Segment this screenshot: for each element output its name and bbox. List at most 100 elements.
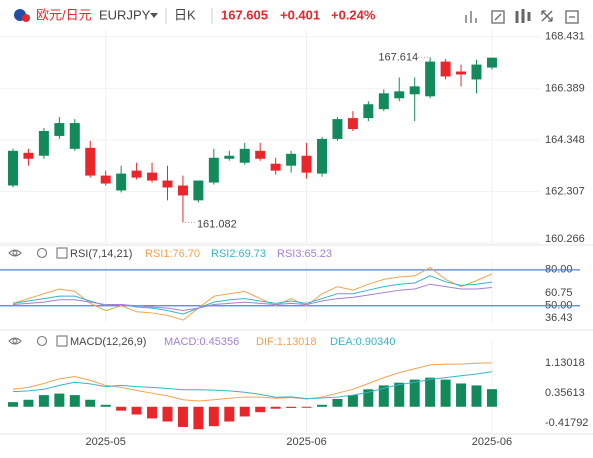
candle-body	[301, 155, 312, 173]
y-tick-label: 36.43	[545, 312, 573, 324]
fullscreen-button[interactable]	[541, 10, 553, 22]
candle-body	[409, 86, 420, 95]
macd-title: MACD(12,26,9)	[70, 336, 146, 348]
y-tick-label: 160.266	[545, 233, 585, 245]
period[interactable]: 日K	[174, 7, 196, 22]
legend-entry: DEA:0.90340	[330, 336, 395, 348]
histogram-bar	[8, 402, 18, 407]
price-change-pct: +0.24%	[331, 7, 376, 22]
candle-body	[38, 130, 49, 156]
min-annotation: 161.082	[197, 218, 237, 230]
legend-entry: RSI3:65.23	[277, 248, 332, 260]
histogram-bar	[193, 406, 204, 430]
candle-body	[54, 123, 65, 136]
histogram-bar	[208, 406, 219, 427]
histogram-bar	[69, 395, 80, 407]
y-tick-label: 164.348	[545, 134, 585, 146]
candle-body	[162, 180, 173, 188]
candle-body	[239, 148, 250, 163]
candle-body	[193, 180, 204, 201]
histogram-bar	[54, 393, 65, 407]
histogram-bar	[317, 404, 327, 407]
histogram-bar	[286, 406, 297, 408]
candle-body	[69, 123, 80, 149]
indicator-settings[interactable]	[36, 247, 48, 259]
rsi-line	[12, 266, 493, 321]
symbol-dropdown[interactable]	[150, 13, 158, 18]
candle-body	[131, 170, 142, 178]
candle-body	[100, 175, 111, 184]
histogram-bar	[332, 399, 343, 407]
histogram-bar	[425, 377, 436, 407]
candle-body	[486, 57, 497, 68]
legend-entry: RSI1:76.70	[145, 248, 200, 260]
candle-body	[317, 138, 327, 174]
candle-body	[286, 153, 297, 166]
visibility-toggle[interactable]	[8, 337, 22, 345]
draw-button[interactable]	[491, 10, 505, 24]
candle-body	[224, 155, 235, 159]
candle-body	[378, 93, 389, 110]
histogram-bar	[239, 406, 250, 417]
candle-body	[270, 163, 281, 171]
histogram-bar	[147, 406, 158, 419]
candle-body	[332, 119, 343, 139]
y-tick-label: 1.13018	[545, 357, 585, 369]
pair-name[interactable]: 欧元/日元	[36, 7, 92, 22]
y-tick-label: 60.75	[545, 287, 573, 299]
candle-body	[85, 147, 96, 176]
legend-entry: MACD:0.45356	[164, 336, 239, 348]
histogram-bar	[409, 379, 420, 407]
macd-line	[12, 362, 492, 402]
candle-body	[471, 64, 482, 80]
legend-entry: DIF:1.13018	[256, 336, 317, 348]
y-tick-label: 168.431	[545, 31, 585, 43]
candle-body	[363, 104, 374, 119]
histogram-bar	[347, 395, 358, 407]
x-tick-label: 2025-06	[286, 436, 326, 448]
indicator-box[interactable]	[56, 335, 68, 347]
visibility-toggle[interactable]	[8, 249, 22, 257]
indicator-button[interactable]	[465, 11, 477, 23]
candle-body	[255, 150, 266, 159]
candle-body	[208, 157, 219, 183]
candle-body	[456, 71, 467, 75]
candle-body	[394, 91, 405, 99]
rsi-line	[12, 283, 492, 312]
legend-entry: RSI2:69.73	[211, 248, 266, 260]
histogram-bar	[85, 399, 96, 407]
x-tick-label: 2025-06	[472, 436, 512, 448]
histogram-bar	[440, 379, 451, 407]
y-tick-label: 0.35613	[545, 387, 585, 399]
histogram-bar	[23, 399, 34, 407]
histogram-bar	[116, 406, 127, 411]
y-tick-label: 166.389	[545, 82, 585, 94]
y-tick-label: 162.307	[545, 185, 585, 197]
candle-body	[347, 118, 358, 129]
chart-type-button[interactable]	[515, 9, 531, 23]
rsi-title: RSI(7,14,21)	[70, 248, 132, 260]
candle-body	[147, 172, 158, 181]
settings-button[interactable]	[565, 10, 579, 24]
histogram-bar	[224, 406, 235, 422]
histogram-bar	[38, 395, 49, 407]
candle-body	[177, 185, 188, 196]
histogram-bar	[177, 406, 188, 427]
candle-body	[116, 173, 127, 191]
indicator-settings[interactable]	[36, 335, 48, 347]
y-tick-label: -0.41792	[545, 417, 588, 429]
indicator-box[interactable]	[56, 247, 68, 259]
x-tick-label: 2025-05	[86, 436, 126, 448]
max-annotation: 167.614	[378, 51, 418, 63]
histogram-bar	[486, 389, 497, 407]
histogram-bar	[131, 406, 142, 415]
histogram-bar	[270, 406, 281, 409]
histogram-bar	[394, 382, 405, 407]
price-change: +0.401	[280, 7, 320, 22]
candle-body	[23, 152, 34, 159]
symbol-logo	[14, 9, 30, 22]
histogram-bar	[162, 406, 173, 422]
histogram-bar	[471, 385, 482, 407]
histogram-bar	[378, 385, 389, 407]
symbol[interactable]: EURJPY	[99, 7, 151, 22]
